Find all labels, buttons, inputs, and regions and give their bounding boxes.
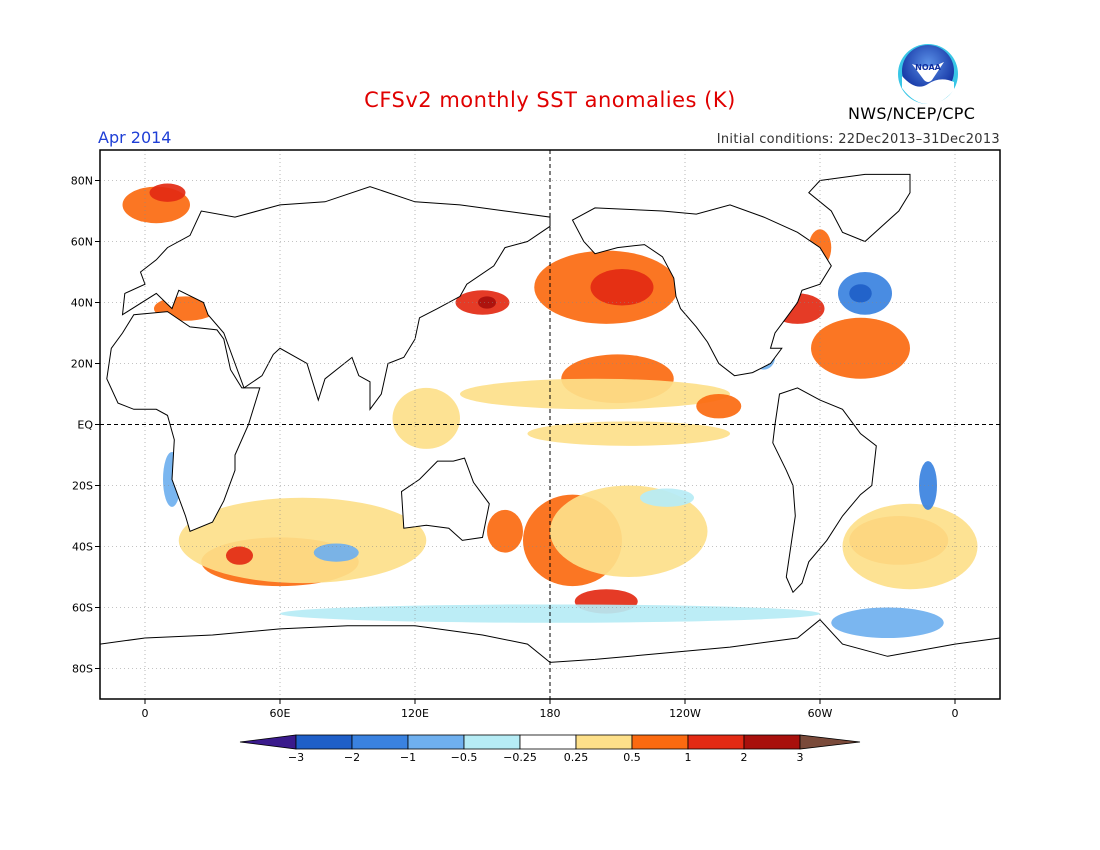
colorbar-swatch-8 [743,734,801,750]
colorbar-swatch-4 [519,734,577,750]
colorbar-swatch-1 [351,734,409,750]
lon-tick-label: 60W [808,707,833,720]
anomaly-region-7 [696,394,742,419]
continent-greenland [808,173,911,243]
colorbar-label: 0.5 [623,751,641,764]
grid-layer [100,150,1000,699]
anomaly-region-24 [842,503,978,590]
anomaly-region-1 [590,268,654,306]
tick-layer: 80N 60N 40N 20N EQ 20S 40S 60S 80S 0 60E 120E 180 120… [71,175,959,721]
continent-layer [100,173,1000,699]
lat-tick-label: 80N [71,175,93,188]
colorbar-label: −0.25 [503,751,537,764]
lon-tick-label: 120W [669,707,701,720]
anomaly-layer [122,183,978,638]
agency-label: NWS/NCEP/CPC [848,104,976,123]
continent-north-america [571,204,832,377]
forecast-month-label: Apr 2014 [98,128,172,147]
noaa-logo-icon: NOAA [898,44,958,105]
logo-text: NOAA [915,63,941,72]
colorbar-swatch-3 [463,734,521,750]
anomaly-region-32 [392,387,460,449]
lat-tick-label: 60N [71,236,93,249]
chart-title: CFSv2 monthly SST anomalies (K) [364,88,736,112]
colorbar-label: 3 [797,751,804,764]
colorbar-swatch-2 [407,734,465,750]
colorbar-label: −1 [400,751,416,764]
continent-australia [400,457,490,541]
initial-conditions-label: Initial conditions: 22Dec2013–31Dec2013 [716,132,1000,147]
lon-tick-label: 60E [270,707,291,720]
lat-tick-label: 80S [72,663,93,676]
anomaly-region-15 [811,317,910,379]
lat-tick-label: 40S [72,541,93,554]
anomaly-region-5 [460,378,730,410]
anomaly-region-6 [527,421,730,446]
colorbar-swatch-5 [575,734,633,750]
colorbar-label: −3 [288,751,304,764]
anomaly-region-30 [640,488,694,507]
colorbar-label: −0.5 [451,751,478,764]
continent-antarctica [100,619,1000,699]
colorbar-swatch-0 [295,734,353,750]
colorbar-arrow-high [799,734,861,750]
colorbar-label: 2 [741,751,748,764]
colorbar-swatch-7 [687,734,745,750]
colorbar: −3 −2 −1 −0.5 −0.25 0.25 0.5 1 2 3 [239,734,861,764]
lat-tick-label: 20S [72,480,93,493]
lat-tick-label: 40N [71,297,93,310]
anomaly-region-9 [550,485,708,577]
anomaly-region-18 [849,284,872,303]
lat-tick-label: 20N [71,358,93,371]
anomaly-region-14 [313,543,359,562]
colorbar-swatch-6 [631,734,689,750]
anomaly-region-21 [149,183,186,202]
colorbar-label: −2 [344,751,360,764]
anomaly-region-31 [487,509,523,553]
lon-tick-label: 0 [952,707,959,720]
colorbar-arrow-low [239,734,297,750]
anomaly-region-25 [831,607,944,638]
lat-tick-label: 60S [72,602,93,615]
lon-tick-label: 0 [142,707,149,720]
anomaly-region-3 [478,296,496,309]
lat-tick-label: EQ [77,419,93,432]
continent-south-america [772,387,877,594]
lon-tick-label: 120E [401,707,429,720]
colorbar-label: 1 [685,751,692,764]
continent-eurasia [121,186,551,411]
anomaly-region-13 [226,546,253,565]
lon-tick-label: 180 [540,707,561,720]
colorbar-label: 0.25 [564,751,589,764]
